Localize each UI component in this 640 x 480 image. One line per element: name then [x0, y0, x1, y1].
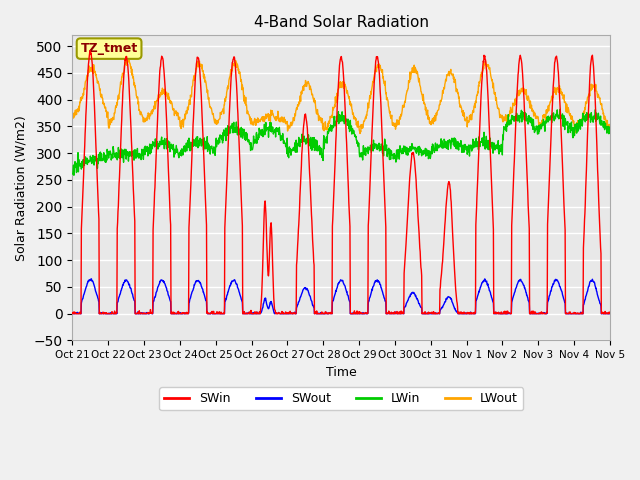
Text: TZ_tmet: TZ_tmet	[81, 42, 138, 55]
Title: 4-Band Solar Radiation: 4-Band Solar Radiation	[253, 15, 429, 30]
X-axis label: Time: Time	[326, 366, 356, 379]
Y-axis label: Solar Radiation (W/m2): Solar Radiation (W/m2)	[15, 115, 28, 261]
Legend: SWin, SWout, LWin, LWout: SWin, SWout, LWin, LWout	[159, 387, 523, 410]
